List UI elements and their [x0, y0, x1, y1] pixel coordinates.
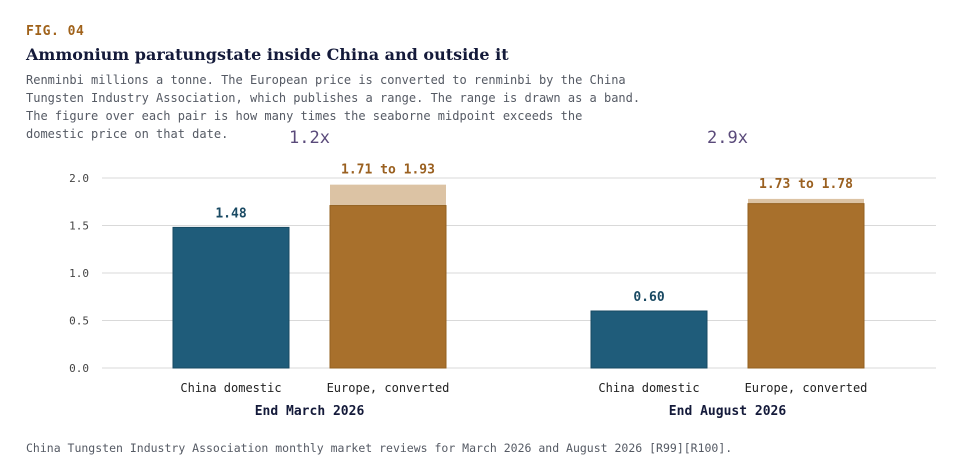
bar-value-label: 0.60: [633, 290, 664, 305]
range-band-europe: [330, 184, 446, 206]
subtitle-line: Tungsten Industry Association, which pub…: [26, 91, 641, 105]
chart-subtitle: Renminbi millions a tonne. The European …: [26, 71, 666, 143]
figure-label: FIG. 04: [26, 24, 85, 39]
y-tick-label: 0.0: [69, 362, 89, 375]
y-tick-label: 0.5: [69, 315, 89, 328]
x-category-label: China domestic: [598, 381, 699, 395]
x-group-label: End August 2026: [669, 404, 787, 419]
bar-value-label: 1.71 to 1.93: [341, 163, 435, 178]
ratio-label: 2.9x: [707, 128, 748, 148]
range-band-europe: [748, 198, 864, 204]
x-category-label: China domestic: [180, 381, 281, 395]
subtitle-line: domestic price on that date.: [26, 127, 229, 141]
subtitle-line: Renminbi millions a tonne. The European …: [26, 73, 626, 87]
source-note: China Tungsten Industry Association mont…: [26, 441, 733, 455]
ratio-label: 1.2x: [289, 128, 330, 148]
bar-value-label: 1.48: [215, 206, 246, 221]
x-category-label: Europe, converted: [745, 381, 868, 395]
bar-china-domestic: [172, 226, 290, 369]
x-category-label: Europe, converted: [327, 381, 450, 395]
bar-europe-converted: [329, 205, 447, 369]
bar-china-domestic: [590, 310, 708, 369]
y-tick-label: 1.5: [69, 220, 89, 233]
chart-title: Ammonium paratungstate inside China and …: [26, 45, 509, 64]
y-tick-label: 1.0: [69, 267, 89, 280]
x-group-label: End March 2026: [255, 404, 365, 419]
y-tick-label: 2.0: [69, 172, 89, 185]
subtitle-line: The figure over each pair is how many ti…: [26, 109, 583, 123]
bar-europe-converted: [747, 203, 865, 369]
bar-value-label: 1.73 to 1.78: [759, 177, 853, 192]
